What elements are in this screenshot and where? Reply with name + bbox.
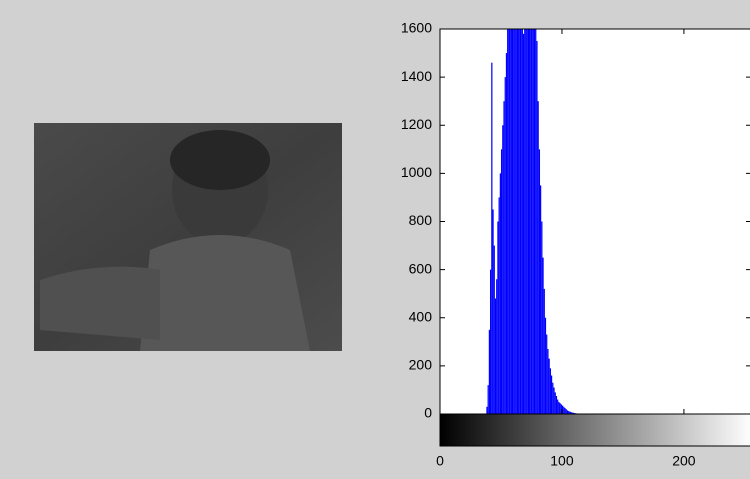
bar [508,29,510,414]
bar [486,406,488,414]
bar [496,279,498,414]
bar [547,349,549,414]
bar [570,412,572,414]
y-tick-label: 1400 [401,68,432,84]
bar [491,62,493,414]
bar [505,53,508,414]
bar [532,29,534,414]
bar [487,385,489,414]
bar [498,197,500,414]
bar [560,404,562,414]
bar [527,29,530,414]
bar [561,405,564,414]
bar [524,29,526,414]
bar [540,185,542,414]
bar [494,298,497,414]
bar [526,29,528,414]
bar [490,269,492,414]
bar [538,149,541,414]
bar [503,101,505,414]
bar [553,387,555,414]
bar [516,29,519,414]
bar [507,29,509,414]
bar [536,41,538,414]
bar [552,382,554,414]
bar [554,392,556,414]
bar [533,29,536,414]
bar [530,29,532,414]
y-tick-label: 1000 [401,164,432,180]
bar [510,29,512,414]
x-tick-label: 0 [436,453,444,469]
y-tick-label: 600 [409,260,433,276]
bar [559,403,561,414]
bar [535,29,537,414]
bar [531,29,533,414]
bar [569,411,571,414]
bar [492,209,494,414]
y-tick-label: 400 [409,308,433,324]
bar [521,29,523,414]
axes-box [439,28,750,447]
bar [571,412,573,414]
bar [502,125,504,414]
y-tick-label: 200 [409,357,433,373]
bar [566,410,569,414]
bar [549,368,551,414]
bar [509,29,511,414]
x-tick-label: 200 [672,453,696,469]
bar [520,29,522,414]
bar [513,29,515,414]
photo [34,123,342,351]
y-tick-label: 800 [409,212,433,228]
bar [564,407,566,414]
bar [548,358,550,414]
bar [555,395,558,414]
bar [525,29,527,414]
bar [488,329,491,414]
bar [558,401,560,414]
bar [550,375,553,414]
bar [565,409,567,414]
bar [568,411,570,414]
bar [499,173,501,414]
bar [497,221,499,414]
bar [563,406,565,414]
bar [515,29,517,414]
bar [541,221,543,414]
bar [493,245,495,414]
bar [514,29,516,414]
bar [537,101,539,414]
bar [529,29,531,414]
bar [518,29,520,414]
bar [500,149,503,414]
bar [544,317,547,414]
bar [519,29,521,414]
y-tick-label: 0 [424,405,432,421]
bars [486,29,581,414]
bar [511,29,514,414]
bar [522,33,525,414]
bar [557,399,559,414]
y-tick-label: 1200 [401,116,432,132]
bar [543,288,545,414]
bar [504,77,506,414]
bar [572,412,575,414]
bar [546,334,548,414]
bar [542,257,544,414]
y-tick-label: 1600 [401,20,432,36]
plot-area [440,29,750,414]
colorbar [440,414,750,446]
x-tick-label: 100 [550,453,574,469]
